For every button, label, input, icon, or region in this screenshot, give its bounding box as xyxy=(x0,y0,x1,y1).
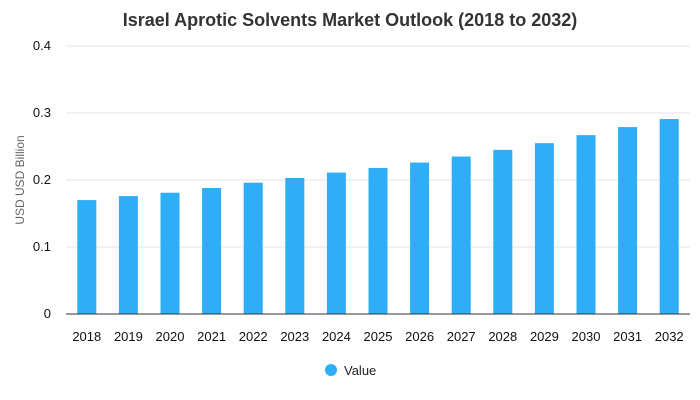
bar-2026[interactable] xyxy=(410,162,430,314)
x-tick-label: 2026 xyxy=(405,329,434,344)
x-tick-label: 2030 xyxy=(572,329,601,344)
y-axis-label: USD USD Billion xyxy=(13,135,27,224)
bar-2029[interactable] xyxy=(534,143,554,314)
bar-2022[interactable] xyxy=(243,182,263,314)
x-tick-label: 2021 xyxy=(197,329,226,344)
bar-2028[interactable] xyxy=(493,149,513,314)
bar-2031[interactable] xyxy=(618,127,638,314)
y-tick-label: 0 xyxy=(44,306,51,321)
x-tick-label: 2019 xyxy=(114,329,143,344)
x-tick-label: 2020 xyxy=(156,329,185,344)
x-tick-label: 2032 xyxy=(655,329,684,344)
bar-2025[interactable] xyxy=(368,167,388,314)
legend-marker-value xyxy=(325,364,337,376)
x-tick-label: 2025 xyxy=(364,329,393,344)
y-axis-ticks: 0 0.1 0.2 0.3 0.4 xyxy=(33,38,51,321)
bar-2019[interactable] xyxy=(118,196,138,314)
legend[interactable]: Value xyxy=(325,363,376,378)
bar-2032[interactable] xyxy=(659,119,679,314)
x-tick-label: 2031 xyxy=(613,329,642,344)
bar-2024[interactable] xyxy=(326,172,346,314)
bar-2021[interactable] xyxy=(202,188,222,314)
x-tick-label: 2028 xyxy=(488,329,517,344)
y-tick-label: 0.3 xyxy=(33,105,51,120)
bar-2023[interactable] xyxy=(285,177,305,314)
legend-label-value: Value xyxy=(344,363,376,378)
y-tick-label: 0.4 xyxy=(33,38,51,53)
x-tick-label: 2027 xyxy=(447,329,476,344)
y-tick-label: 0.2 xyxy=(33,172,51,187)
x-tick-label: 2022 xyxy=(239,329,268,344)
bar-2027[interactable] xyxy=(451,156,471,314)
bar-2020[interactable] xyxy=(160,192,180,314)
chart-title: Israel Aprotic Solvents Market Outlook (… xyxy=(123,10,577,30)
bar-2018[interactable] xyxy=(77,200,97,314)
y-tick-label: 0.1 xyxy=(33,239,51,254)
bar-2030[interactable] xyxy=(576,135,596,314)
bars xyxy=(77,119,679,314)
x-tick-label: 2029 xyxy=(530,329,559,344)
x-tick-label: 2018 xyxy=(72,329,101,344)
x-tick-label: 2023 xyxy=(280,329,309,344)
x-tick-label: 2024 xyxy=(322,329,351,344)
x-axis-ticks: 2018 2019 2020 2021 2022 2023 2024 2025 2026 2027… xyxy=(72,329,683,344)
